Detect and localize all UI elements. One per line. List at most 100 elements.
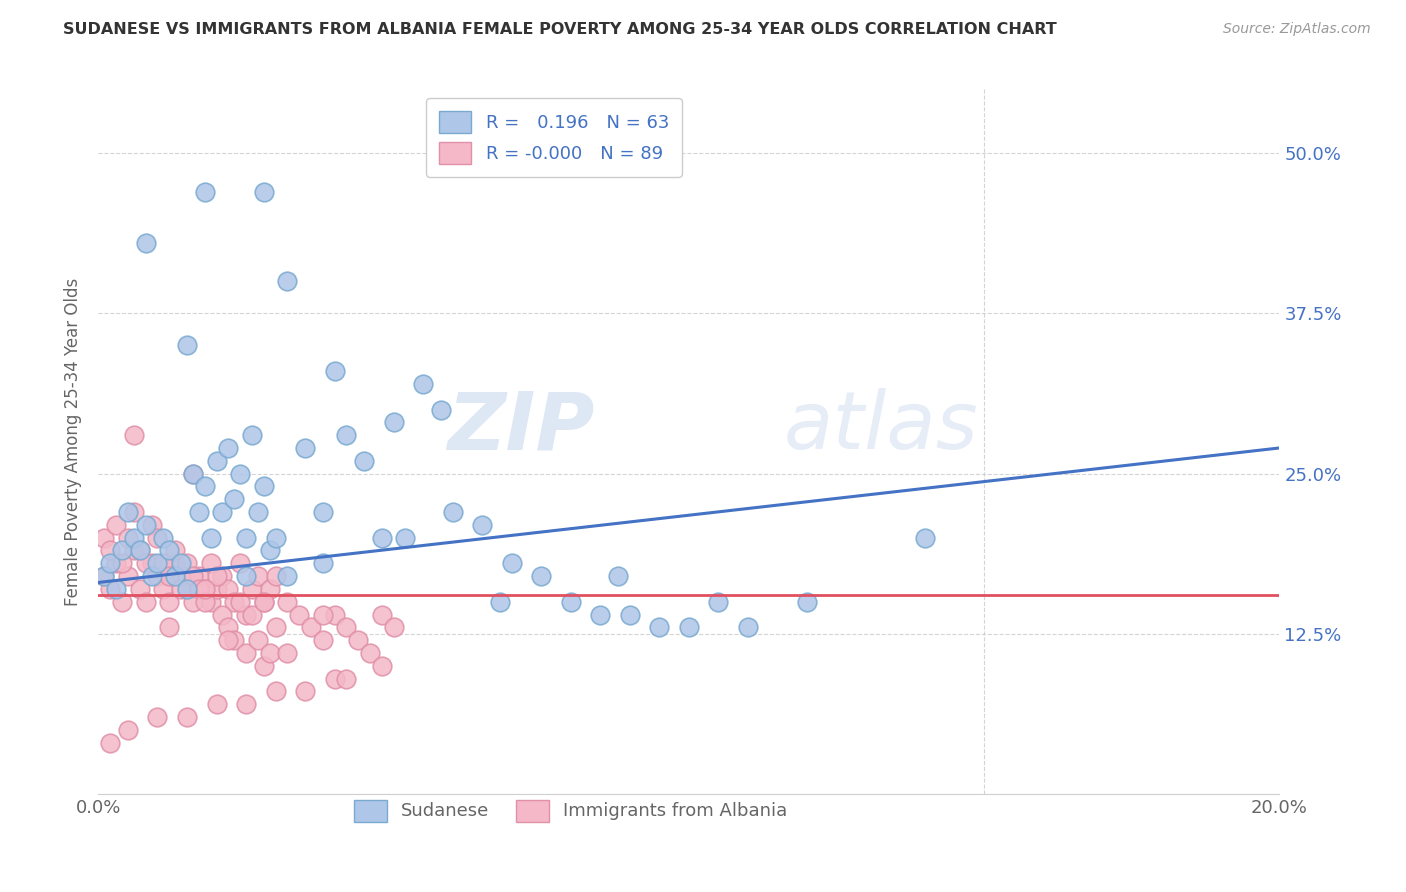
Point <box>323 672 346 686</box>
Point <box>152 556 174 570</box>
Point <box>200 556 222 570</box>
Point <box>205 582 228 596</box>
Point <box>246 569 269 583</box>
Point <box>170 556 193 570</box>
Point <box>135 517 157 532</box>
Point <box>253 658 276 673</box>
Point <box>264 531 287 545</box>
Point <box>224 633 246 648</box>
Text: ZIP: ZIP <box>447 388 595 467</box>
Point <box>240 582 263 596</box>
Point <box>323 364 346 378</box>
Point <box>240 428 263 442</box>
Point <box>224 595 246 609</box>
Point <box>259 582 281 596</box>
Point <box>141 569 163 583</box>
Point <box>165 569 187 583</box>
Point <box>176 710 198 724</box>
Point <box>371 658 394 673</box>
Point <box>382 415 405 429</box>
Point <box>276 569 298 583</box>
Point <box>187 505 209 519</box>
Point <box>648 620 671 634</box>
Point <box>194 582 217 596</box>
Point <box>141 517 163 532</box>
Point <box>607 569 630 583</box>
Point <box>264 569 287 583</box>
Point <box>176 338 198 352</box>
Point <box>441 505 464 519</box>
Point <box>678 620 700 634</box>
Point <box>217 620 239 634</box>
Point <box>152 531 174 545</box>
Point <box>737 620 759 634</box>
Point <box>181 467 204 481</box>
Point <box>335 620 357 634</box>
Point <box>253 595 276 609</box>
Point <box>111 556 134 570</box>
Point <box>93 531 115 545</box>
Point <box>176 582 198 596</box>
Point <box>135 235 157 250</box>
Text: Source: ZipAtlas.com: Source: ZipAtlas.com <box>1223 22 1371 37</box>
Point <box>211 505 233 519</box>
Point <box>312 505 335 519</box>
Point <box>253 185 276 199</box>
Point <box>471 517 494 532</box>
Point <box>359 646 381 660</box>
Point <box>560 595 582 609</box>
Point <box>194 479 217 493</box>
Point <box>117 569 139 583</box>
Point <box>707 595 730 609</box>
Point <box>619 607 641 622</box>
Point <box>353 454 375 468</box>
Point <box>246 505 269 519</box>
Point <box>235 697 257 711</box>
Point <box>98 736 121 750</box>
Legend: Sudanese, Immigrants from Albania: Sudanese, Immigrants from Albania <box>342 787 800 834</box>
Point <box>194 595 217 609</box>
Point <box>294 684 316 698</box>
Point <box>235 531 257 545</box>
Point <box>205 569 228 583</box>
Point <box>105 556 128 570</box>
Point <box>211 607 233 622</box>
Point <box>229 467 252 481</box>
Point <box>796 595 818 609</box>
Point <box>312 607 335 622</box>
Point <box>141 556 163 570</box>
Point <box>170 569 193 583</box>
Point <box>235 646 257 660</box>
Point <box>128 582 150 596</box>
Point <box>157 595 180 609</box>
Point <box>98 556 121 570</box>
Point <box>335 672 357 686</box>
Point <box>589 607 612 622</box>
Point <box>200 531 222 545</box>
Point <box>347 633 370 648</box>
Point <box>312 556 335 570</box>
Point <box>128 543 150 558</box>
Point <box>253 595 276 609</box>
Point <box>276 274 298 288</box>
Point <box>211 569 233 583</box>
Point <box>299 620 322 634</box>
Point <box>205 454 228 468</box>
Point <box>128 543 150 558</box>
Point <box>382 620 405 634</box>
Point <box>122 505 145 519</box>
Point <box>93 569 115 583</box>
Point <box>181 467 204 481</box>
Point <box>117 723 139 737</box>
Point <box>122 531 145 545</box>
Point <box>276 595 298 609</box>
Point <box>157 620 180 634</box>
Point <box>187 582 209 596</box>
Point <box>229 556 252 570</box>
Point <box>530 569 553 583</box>
Point <box>170 582 193 596</box>
Point <box>489 595 512 609</box>
Point <box>135 556 157 570</box>
Point <box>146 531 169 545</box>
Point <box>394 531 416 545</box>
